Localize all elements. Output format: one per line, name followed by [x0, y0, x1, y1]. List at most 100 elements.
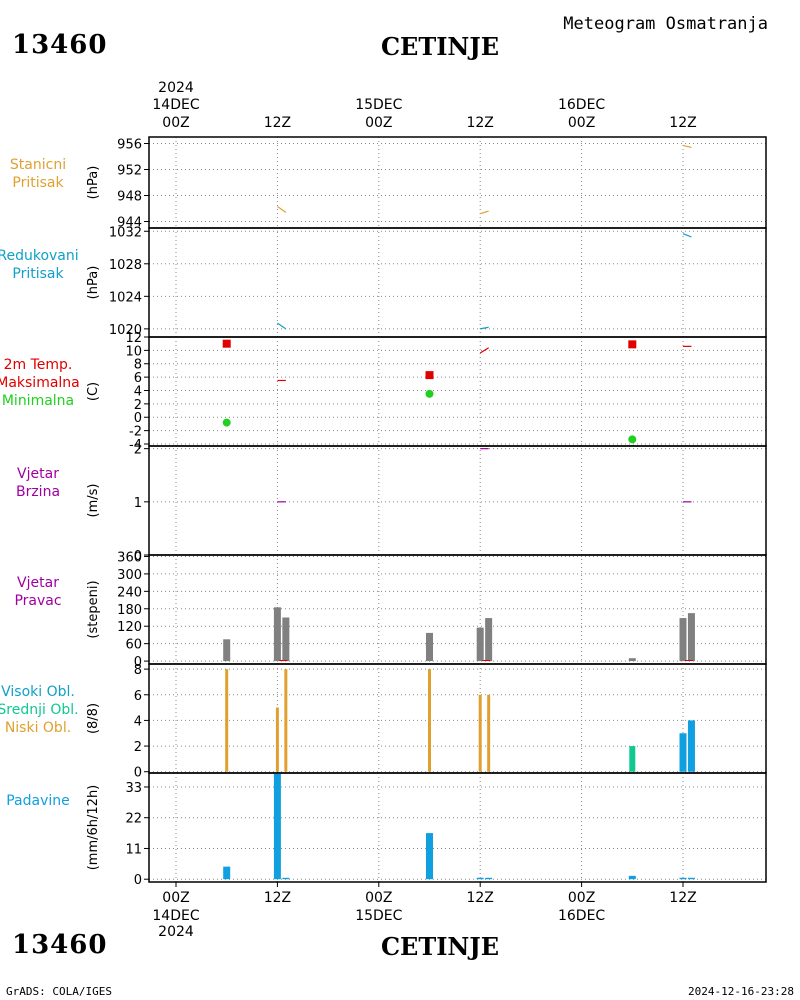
panel-label: Srednji Obl.	[0, 702, 79, 718]
data-line-segment	[682, 233, 692, 238]
y-tick-label: -4	[129, 438, 142, 453]
panel-label: Pritisak	[12, 266, 64, 282]
hour-label-top: 12Z	[466, 115, 493, 131]
data-bar	[628, 658, 636, 662]
hour-label-top: 00Z	[365, 115, 392, 131]
panel-label: Redukovani	[0, 248, 79, 264]
y-tick-label: 240	[117, 585, 142, 600]
data-bar	[273, 773, 281, 880]
data-bar	[273, 607, 281, 662]
y-tick-label: 0	[134, 766, 142, 781]
date-label-bottom: 16DEC	[558, 908, 605, 924]
date-label-top: 16DEC	[558, 97, 605, 113]
panel-frame	[148, 554, 767, 665]
cloud-low-bar	[225, 669, 229, 772]
cloud-low-bar	[284, 669, 288, 772]
panel-label: Pravac	[14, 593, 61, 609]
cloud-low-bar	[478, 694, 482, 772]
data-line-segment	[480, 326, 489, 330]
panel-label: Stanicni	[10, 157, 66, 173]
data-bar	[687, 613, 695, 662]
y-tick-label: 1032	[109, 225, 142, 240]
tmin-point	[425, 389, 434, 398]
cloud-low-bar	[428, 669, 431, 772]
y-axis-label: (hPa)	[86, 166, 101, 200]
cloud-high-bar	[687, 720, 695, 772]
data-bar	[679, 618, 687, 662]
date-label-top: 14DEC	[152, 97, 199, 113]
y-tick-label: 33	[125, 781, 142, 796]
year-label-top: 2024	[158, 80, 194, 96]
date-label-bottom: 14DEC	[152, 908, 199, 924]
data-bar	[282, 617, 290, 662]
data-bar	[282, 877, 290, 880]
y-tick-label: 944	[117, 216, 142, 231]
data-line-segment	[480, 210, 489, 215]
y-tick-label: 1020	[109, 323, 142, 338]
hour-label-bottom: 00Z	[568, 890, 595, 906]
hour-label-bottom: 12Z	[264, 890, 291, 906]
hour-label-bottom: 12Z	[669, 890, 696, 906]
y-tick-label: 360	[117, 550, 142, 565]
y-axis-label: (m/s)	[86, 484, 101, 518]
cloud-low-bar	[275, 707, 279, 772]
data-bar	[679, 877, 687, 880]
cloud-high-bar	[679, 733, 687, 772]
date-label-bottom: 15DEC	[355, 908, 402, 924]
y-tick-label: 0	[134, 549, 142, 564]
cloud-low-bar	[487, 694, 491, 772]
footer-credit: GrADS: COLA/IGES	[6, 985, 112, 998]
panel-label: Niski Obl.	[5, 720, 71, 736]
data-bar	[476, 627, 484, 662]
panel-label: Pritisak	[12, 175, 64, 191]
y-axis-label: (C)	[86, 382, 101, 401]
y-tick-label: 948	[117, 190, 142, 205]
y-tick-label: 12	[125, 331, 142, 346]
hour-label-bottom: 00Z	[365, 890, 392, 906]
y-tick-label: 2	[134, 740, 142, 755]
panel-frame	[148, 772, 767, 883]
station-id-bottom: 13460	[12, 930, 108, 960]
data-line-segment	[277, 322, 287, 330]
panel-label: 2m Temp.	[4, 357, 73, 373]
year-label-bottom: 2024	[158, 924, 194, 940]
data-bar	[485, 877, 493, 880]
hour-label-top: 00Z	[162, 115, 189, 131]
panel-label: Brzina	[16, 484, 60, 500]
panel-label: Minimalna	[2, 393, 74, 409]
temp-line-segment	[479, 347, 489, 354]
y-tick-label: 956	[117, 138, 142, 153]
data-bar	[223, 866, 231, 880]
y-tick-label: 4	[134, 384, 142, 399]
y-tick-label: 6	[134, 371, 142, 386]
y-tick-label: 2	[134, 398, 142, 413]
y-tick-label: 0	[134, 873, 142, 888]
y-tick-label: 952	[117, 164, 142, 179]
panel-frame	[148, 336, 767, 447]
data-bar	[476, 877, 484, 880]
panel-frame	[148, 445, 767, 556]
panel-label: Vjetar	[17, 466, 59, 482]
panel-label: Maksimalna	[0, 375, 80, 391]
y-tick-label: 180	[117, 603, 142, 618]
y-tick-label: 0	[134, 655, 142, 670]
hour-label-top: 12Z	[264, 115, 291, 131]
data-bar	[485, 618, 493, 662]
panel-label: Vjetar	[17, 575, 59, 591]
data-bar	[426, 632, 433, 662]
tmax-point	[222, 339, 231, 348]
tmin-point	[222, 418, 231, 427]
meteogram-subtitle: Meteogram Osmatranja	[563, 14, 768, 34]
tmin-point	[628, 435, 637, 444]
y-axis-label: (mm/6h/12h)	[86, 785, 101, 871]
footer-timestamp: 2024-12-16-23:28	[688, 985, 794, 998]
y-tick-label: 60	[125, 638, 142, 653]
y-tick-label: 120	[117, 620, 142, 635]
station-name-bottom: CETINJE	[380, 932, 500, 961]
hour-label-top: 12Z	[669, 115, 696, 131]
cloud-mid-bar	[629, 746, 636, 772]
station-id-top: 13460	[12, 30, 108, 60]
date-label-top: 15DEC	[355, 97, 402, 113]
y-tick-label: 8	[134, 358, 142, 373]
data-bar	[426, 833, 433, 880]
